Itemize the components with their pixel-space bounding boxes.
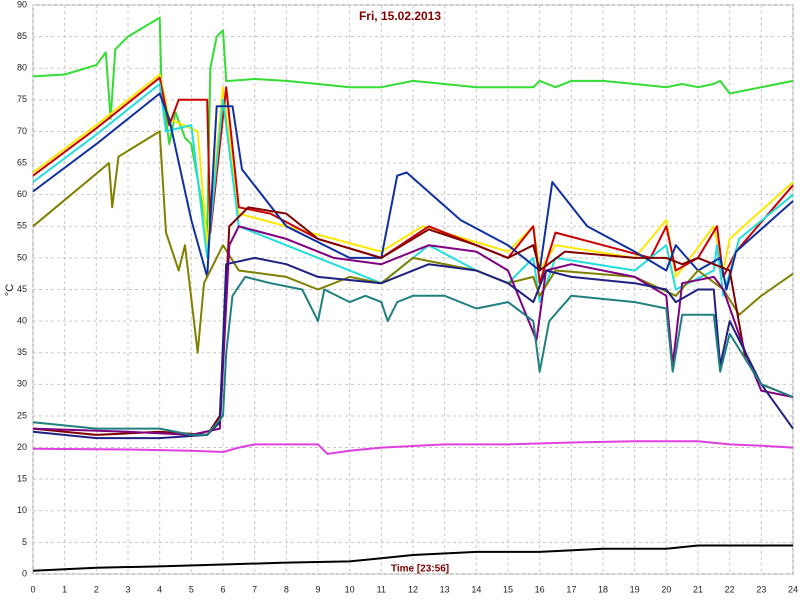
x-tick-label: 2 [94, 584, 99, 594]
x-tick-label: 10 [345, 584, 355, 594]
x-tick-label: 12 [408, 584, 418, 594]
x-tick-label: 22 [725, 584, 735, 594]
x-tick-label: 11 [377, 584, 386, 594]
y-tick-label: 20 [17, 442, 27, 452]
y-tick-label: 90 [17, 0, 27, 9]
x-tick-label: 3 [125, 584, 130, 594]
x-tick-label: 21 [693, 584, 703, 594]
y-axis-label: °C [4, 284, 16, 296]
x-tick-label: 7 [252, 584, 257, 594]
data-line [32, 256, 794, 440]
x-tick-label: 24 [788, 584, 798, 594]
x-tick-label: 16 [535, 584, 545, 594]
y-tick-label: 75 [17, 94, 27, 104]
x-tick-label: 5 [189, 584, 194, 594]
x-tick-label: 9 [315, 584, 320, 594]
y-tick-label: 50 [17, 252, 27, 262]
data-line [32, 440, 794, 455]
data-line [32, 275, 794, 436]
y-tick-label: 15 [17, 474, 27, 484]
x-axis-label: Time [23:56] [391, 564, 449, 575]
x-tick-label: 18 [598, 584, 608, 594]
y-tick-label: 65 [17, 157, 27, 167]
y-tick-label: 80 [17, 63, 27, 73]
y-tick-label: 5 [22, 537, 27, 547]
x-tick-label: 20 [661, 584, 671, 594]
data-line [32, 206, 794, 436]
x-tick-label: 23 [756, 584, 766, 594]
x-tick-label: 19 [630, 584, 640, 594]
x-tick-label: 17 [566, 584, 576, 594]
data-line [32, 92, 794, 291]
data-line [32, 544, 793, 572]
y-tick-label: 30 [17, 379, 27, 389]
data-line [32, 225, 794, 436]
y-tick-label: 45 [17, 284, 27, 294]
chart-title: Fri, 15.02.2013 [359, 9, 441, 23]
x-tick-label: 14 [471, 584, 481, 594]
x-tick-label: 13 [440, 584, 450, 594]
data-line [32, 130, 794, 354]
y-tick-label: 10 [17, 505, 27, 515]
y-tick-label: 40 [17, 315, 27, 325]
y-tick-label: 35 [17, 347, 27, 357]
y-tick-label: 60 [17, 189, 27, 199]
x-tick-label: 1 [62, 584, 67, 594]
y-tick-label: 70 [17, 126, 27, 136]
data-line [32, 16, 794, 234]
data-line [32, 73, 794, 278]
x-tick-label: 0 [30, 584, 35, 594]
x-tick-label: 15 [503, 584, 513, 594]
y-tick-label: 25 [17, 410, 27, 420]
y-tick-label: 0 [22, 568, 27, 578]
x-tick-label: 4 [157, 584, 162, 594]
y-tick-label: 85 [17, 31, 27, 41]
x-tick-label: 8 [284, 584, 289, 594]
y-tick-label: 55 [17, 221, 27, 231]
x-tick-label: 6 [220, 584, 225, 594]
